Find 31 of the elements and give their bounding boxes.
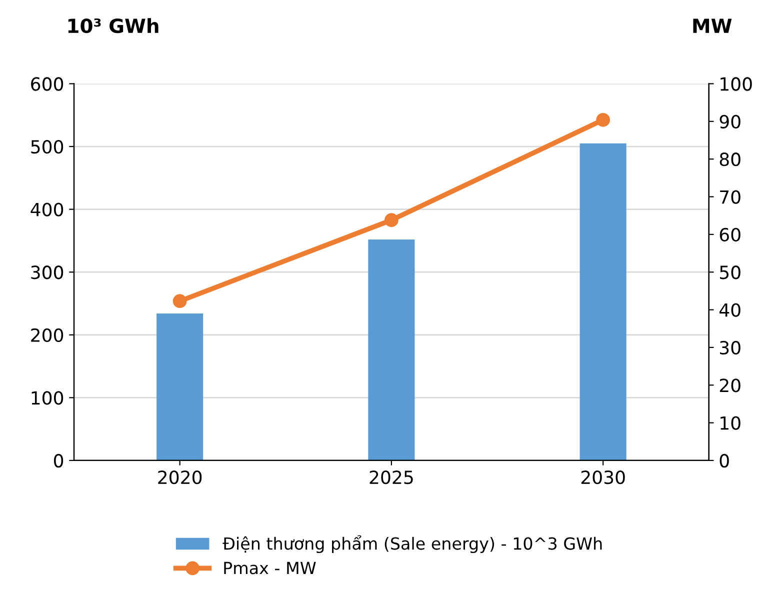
point	[384, 213, 398, 228]
y2-tick-label: 90	[720, 114, 740, 129]
y-tick-label: 200	[31, 328, 64, 342]
y2-tick-label: 10	[720, 416, 740, 430]
bar	[368, 239, 415, 460]
x-tick-label: 2020	[158, 470, 202, 484]
y2-tick-label: 100	[720, 77, 752, 91]
legend-label: Pmax - MW	[224, 562, 316, 574]
y2-tick-label: 30	[720, 340, 740, 355]
y-tick-label: 400	[30, 202, 64, 216]
y-tick-label: 500	[31, 140, 64, 154]
y2-axis-title: MW	[693, 18, 732, 33]
legend-label: Điện thương phẩm (Sale energy) - 10^3 GWh	[222, 535, 602, 554]
y2-tick-label: 80	[720, 152, 740, 166]
bar	[580, 143, 626, 460]
y-tick-label: 600	[31, 77, 64, 91]
y2-tick-label: 60	[720, 228, 740, 242]
y2-tick-label: 0	[720, 454, 729, 468]
y-tick-label: 100	[32, 391, 64, 405]
y2-tick-label: 70	[720, 190, 740, 204]
point	[172, 294, 187, 308]
y2-tick-label: 40	[719, 303, 740, 317]
x-tick-label: 2025	[370, 470, 413, 484]
y-axis-title: 10³ GWh	[68, 18, 158, 34]
y2-tick-label: 20	[720, 378, 740, 392]
x-tick-label: 2030	[581, 470, 625, 484]
point	[596, 112, 610, 127]
y-tick-label: 0	[54, 454, 64, 468]
bar	[156, 314, 204, 460]
y2-tick-label: 50	[720, 266, 740, 280]
y-tick-label: 300	[31, 266, 64, 280]
